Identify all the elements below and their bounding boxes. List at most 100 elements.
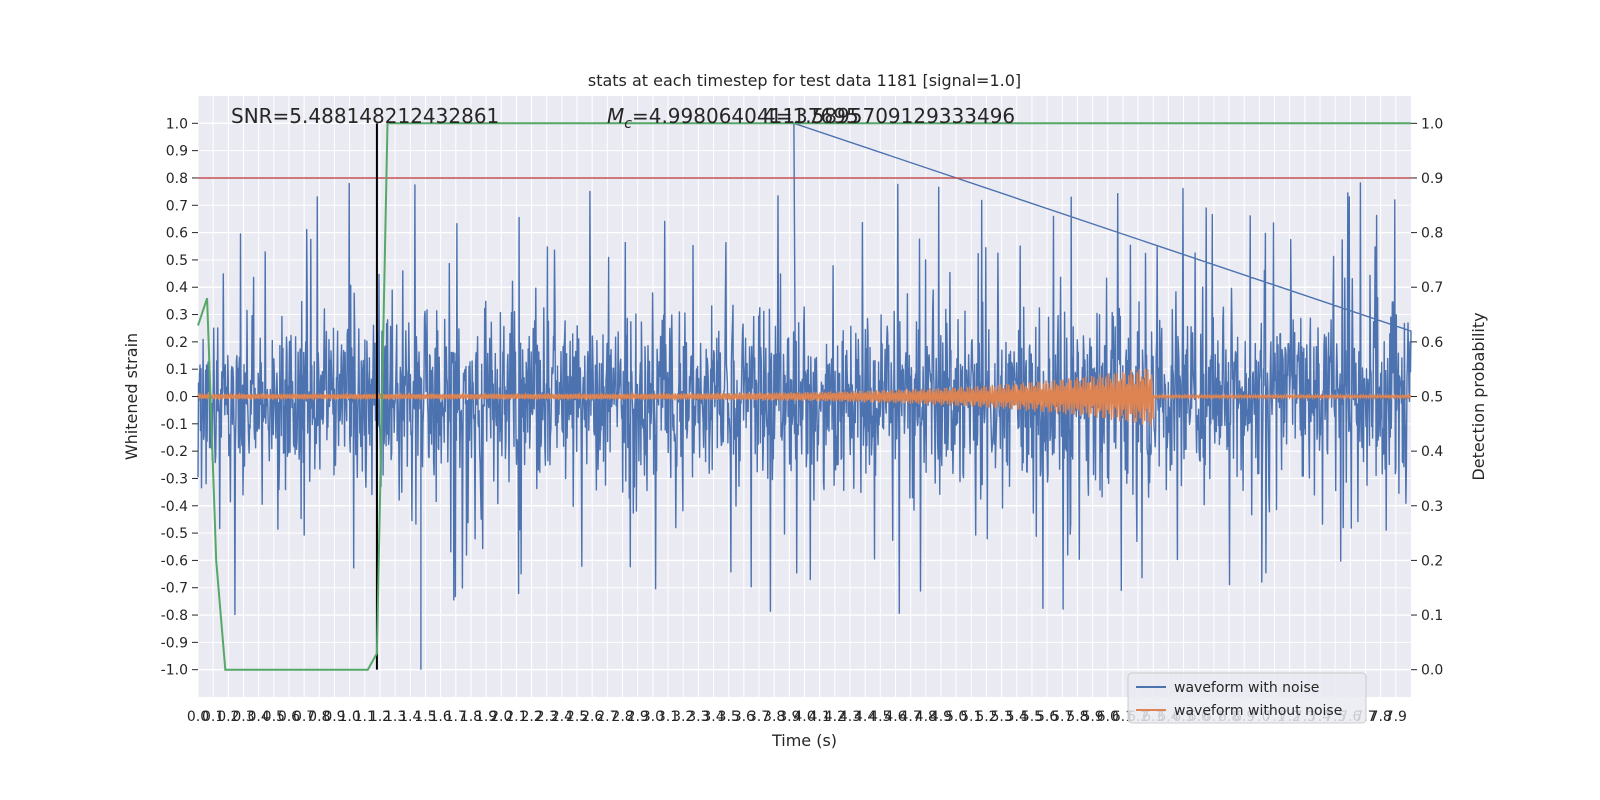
y-tick-label: 0.2 [166, 335, 188, 351]
y-axis-label: Whitened strain [122, 333, 141, 460]
y2-tick-label: 0.3 [1421, 499, 1443, 515]
x-tick-label: 0.1 [202, 709, 224, 725]
snr-annotation: SNR=5.488148212432861 [231, 104, 499, 128]
y2-tick-label: 0.6 [1421, 335, 1443, 351]
x-tick-label: 5.1 [960, 709, 982, 725]
x-tick-label: 3.1 [657, 709, 679, 725]
y-tick-label: 0.5 [166, 253, 188, 269]
series-waveform-with-noise [197, 122, 1412, 670]
legend: waveform with noise waveform without noi… [1127, 672, 1367, 724]
x-tick-label: 1.5 [414, 709, 436, 725]
y-tick-label: 0.3 [166, 308, 188, 324]
y2-tick-label: 0.0 [1421, 663, 1443, 679]
x-tick-label: 2.1 [505, 709, 527, 725]
x-tick-label: 2.9 [627, 709, 649, 725]
series-detection-probability [197, 122, 1411, 671]
series-waveform-without-noise [197, 368, 1412, 427]
legend-entry-noise: waveform with noise [1174, 680, 1319, 696]
x-tick-label: 5.5 [1021, 709, 1043, 725]
y-tick-label: -0.9 [161, 635, 188, 651]
x-tick-label: 3.3 [687, 709, 709, 725]
x-tick-label: 5.8 [1066, 709, 1088, 725]
x-tick-label: 0.3 [232, 709, 254, 725]
y-tick-label: -0.1 [161, 417, 188, 433]
y2-tick-label: 0.5 [1421, 390, 1443, 406]
y2-tick-label: 1.0 [1421, 116, 1443, 132]
y-tick-label: 0.6 [166, 226, 188, 242]
x-tick-label: 1.2 [369, 709, 391, 725]
y-tick-label: -0.2 [161, 444, 188, 460]
x-tick-label: 3.5 [718, 709, 740, 725]
x-tick-label: 5.4 [1006, 709, 1028, 725]
x-tick-label: 1.8 [460, 709, 482, 725]
x-tick-label: 5.0 [945, 709, 967, 725]
x-tick-label: 0.2 [217, 709, 239, 725]
chart-title: stats at each timestep for test data 118… [588, 71, 1021, 90]
y2-tick-label: 0.2 [1421, 553, 1443, 569]
y-tick-label: 0.4 [166, 280, 188, 296]
y2-tick-label: 0.9 [1421, 171, 1443, 187]
y-tick-label: -0.7 [161, 581, 188, 597]
y-tick-label: -0.5 [161, 526, 188, 542]
x-tick-label: 2.6 [581, 709, 603, 725]
mc-prefix: M [607, 104, 624, 128]
x-tick-label: 1.1 [354, 709, 376, 725]
y-tick-label: 0.8 [166, 171, 188, 187]
x-tick-label: 5.9 [1081, 709, 1103, 725]
x-tick-label: 2.2 [520, 709, 542, 725]
x-tick-label: 0.4 [248, 709, 270, 725]
x-axis-label: Time (s) [771, 731, 837, 750]
x-tick-label: 4.4 [854, 709, 876, 725]
x-tick-label: 0.0 [187, 709, 209, 725]
x-tick-label: 0.6 [278, 709, 300, 725]
x-tick-label: 2.5 [566, 709, 588, 725]
y2-tick-label: 0.7 [1421, 280, 1443, 296]
x-tick-label: 4.1 [809, 709, 831, 725]
x-tick-label: 1.9 [475, 709, 497, 725]
x-tick-label: 4.6 [884, 709, 906, 725]
x-tick-label: 1.3 [384, 709, 406, 725]
x-tick-label: 0.8 [308, 709, 330, 725]
y-tick-label: -0.6 [161, 553, 188, 569]
x-tick-label: 0.7 [293, 709, 315, 725]
mc-subscript: c [624, 116, 632, 132]
x-tick-label: 2.8 [611, 709, 633, 725]
y-axis-ticks: 1.0 0.9 0.8 0.7 0.6 0.5 0.4 0.3 0.2 0.1 0.0 -0.1 -0.… [161, 116, 198, 679]
x-tick-label: 1.4 [399, 709, 421, 725]
x-tick-label: 4.0 [793, 709, 815, 725]
y-tick-label: 0.1 [166, 362, 188, 378]
y-tick-label: 0.9 [166, 144, 188, 160]
x-tick-label: 1.7 [445, 709, 467, 725]
mc-annotation: Mc=4.998064041137695 [607, 104, 859, 132]
x-tick-label: 2.4 [551, 709, 573, 725]
x-tick-label: 0.5 [263, 709, 285, 725]
x-tick-label: 3.2 [672, 709, 694, 725]
x-tick-label: 5.3 [990, 709, 1012, 725]
x-tick-label: 4.2 [824, 709, 846, 725]
x-tick-label: 4.8 [915, 709, 937, 725]
y2-axis-ticks: 1.0 0.9 0.8 0.7 0.6 0.5 0.4 0.3 0.2 0.1 0.0 [1411, 116, 1443, 679]
x-tick-label: 3.8 [763, 709, 785, 725]
y-tick-label: 1.0 [166, 116, 188, 132]
x-tick-label: 7.8 [1370, 709, 1392, 725]
y-tick-label: 0.0 [166, 390, 188, 406]
legend-box [1127, 672, 1367, 724]
x-tick-label: 4.3 [839, 709, 861, 725]
x-tick-label: 6.0 [1097, 709, 1119, 725]
x-tick-label: 5.6 [1036, 709, 1058, 725]
x-tick-label: 3.4 [702, 709, 724, 725]
x-tick-label: 4.7 [900, 709, 922, 725]
y2-axis-label: Detection probability [1469, 312, 1488, 480]
overlap-annotation: 4=1.5895709129333496 [763, 104, 1015, 128]
legend-entry-clean: waveform without noise [1174, 703, 1342, 719]
x-tick-label: 7.9 [1385, 709, 1407, 725]
x-tick-label: 5.2 [975, 709, 997, 725]
y-tick-label: -0.4 [161, 499, 188, 515]
y-tick-label: -0.8 [161, 608, 188, 624]
series-layer [197, 122, 1412, 671]
x-tick-label: 5.7 [1051, 709, 1073, 725]
y-tick-label: -0.3 [161, 471, 188, 487]
y2-tick-label: 0.4 [1421, 444, 1443, 460]
x-tick-label: 3.9 [778, 709, 800, 725]
